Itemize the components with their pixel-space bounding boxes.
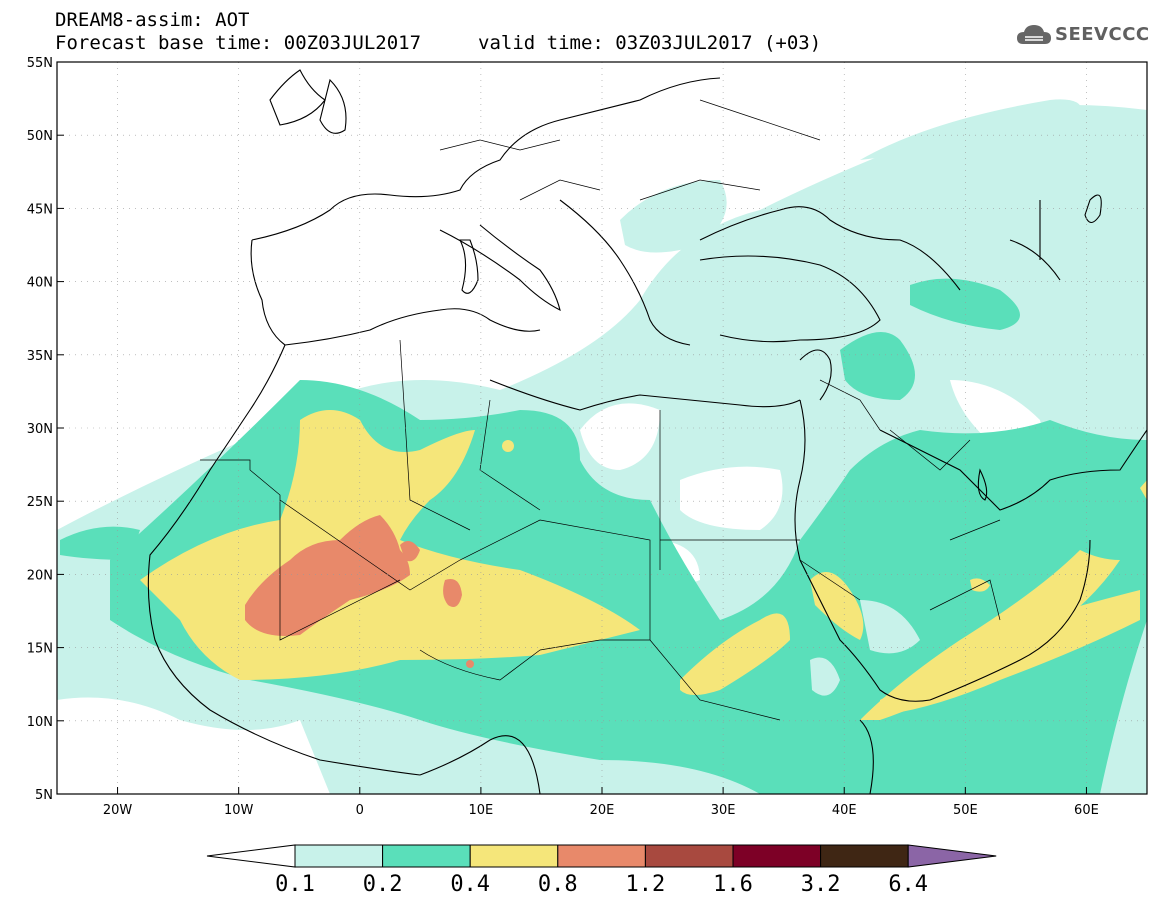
lat-tick-label: 15N (27, 642, 53, 657)
lon-tick-label: 10E (469, 803, 494, 818)
aot-band-0.8-1.2 (245, 515, 420, 636)
lat-tick-label: 45N (27, 202, 53, 217)
lon-tick-label: 20W (103, 803, 133, 818)
lon-tick-label: 50E (953, 803, 978, 818)
colorbar-label: 0.8 (537, 872, 578, 897)
colorbar-label: 1.2 (625, 872, 666, 897)
lat-tick-label: 40N (27, 276, 53, 291)
lat-tick-label: 35N (27, 349, 53, 364)
colorbar-cell (820, 844, 909, 868)
colorbar-label: 0.1 (275, 872, 315, 897)
lon-tick-label: 60E (1074, 803, 1099, 818)
lat-tick-label: 10N (27, 715, 53, 730)
title: DREAM8-assim: AOT (55, 9, 250, 31)
colorbar-cell (469, 844, 559, 868)
lon-tick-label: 10W (224, 803, 254, 818)
colorbar-cell (557, 844, 646, 868)
colorbar-cell (732, 844, 822, 868)
lat-tick-label: 25N (27, 495, 53, 510)
colorbar-label: 3.2 (800, 872, 841, 897)
colorbar-low-arrow (206, 844, 296, 868)
colorbar-label: 0.2 (362, 872, 403, 897)
colorbar-label: 6.4 (888, 872, 929, 897)
country-borders (200, 99, 1001, 721)
lat-tick-label: 50N (27, 129, 53, 144)
cloud-icon (1017, 25, 1051, 44)
lon-tick-label: 20E (590, 803, 615, 818)
colorbar-high-arrow (907, 844, 997, 868)
coastlines (147, 69, 1147, 794)
lat-tick-label: 20N (27, 568, 53, 583)
forecast-base-time: Forecast base time: 00Z03JUL2017 (55, 32, 422, 54)
colorbar-cell (382, 844, 471, 868)
colorbar-label: 0.4 (450, 872, 491, 897)
lon-tick-label: 0 (356, 803, 364, 818)
colorbar-cell (294, 844, 384, 868)
colorbar-label: 1.6 (713, 872, 753, 897)
colorbar-cell (644, 844, 734, 868)
seevccc-logo: SEEVCCC (1016, 22, 1150, 46)
lat-tick-label: 5N (35, 788, 53, 803)
valid-time: valid time: 03Z03JUL2017 (+03) (478, 32, 822, 54)
lat-tick-label: 30N (27, 422, 53, 437)
lon-tick-label: 40E (832, 803, 857, 818)
lat-tick-label: 55N (27, 56, 53, 71)
lon-tick-label: 30E (711, 803, 736, 818)
logo-text: SEEVCCC (1055, 23, 1150, 45)
